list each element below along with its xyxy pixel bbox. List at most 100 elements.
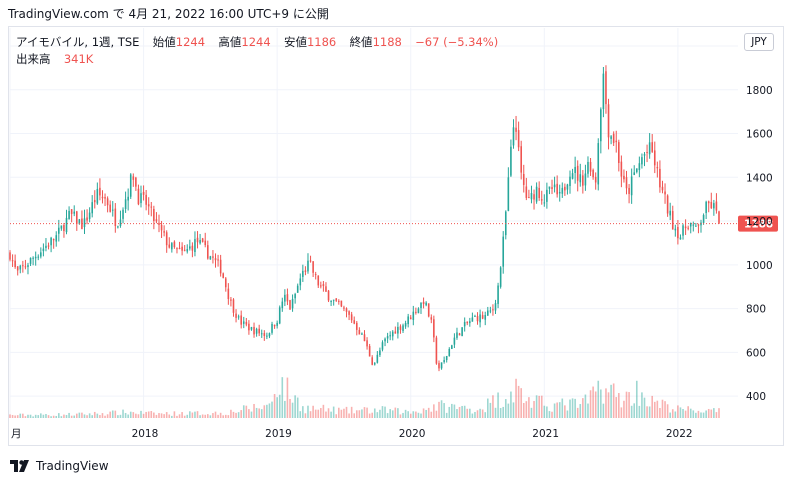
volume-bar xyxy=(399,414,402,418)
candle-body xyxy=(291,299,294,309)
candle-body xyxy=(713,203,715,209)
volume-bar xyxy=(481,409,484,418)
volume-bar xyxy=(327,408,330,418)
candle-body xyxy=(579,174,582,183)
volume-bar xyxy=(281,377,284,418)
candle-body xyxy=(153,208,155,222)
candle-body xyxy=(214,258,217,261)
volume-bar xyxy=(715,412,718,418)
volume-bar xyxy=(512,402,515,418)
candle-body xyxy=(641,157,643,165)
candle-body xyxy=(307,260,309,272)
volume-bar xyxy=(299,411,302,418)
candle-body xyxy=(677,226,679,239)
currency-badge[interactable]: JPY xyxy=(744,33,774,51)
volume-bar xyxy=(191,412,194,418)
volume-bar xyxy=(489,402,492,418)
volume-bar xyxy=(435,410,438,418)
volume-bar xyxy=(230,409,232,418)
candle-body xyxy=(24,266,27,268)
volume-bar xyxy=(196,411,199,418)
publish-caption: TradingView.com で 4月 21, 2022 16:00 UTC+… xyxy=(8,7,329,21)
y-tick-label: 1400 xyxy=(746,172,773,184)
volume-bar xyxy=(163,414,165,418)
volume-bar xyxy=(643,397,646,418)
candle-body xyxy=(60,225,63,229)
volume-bar xyxy=(358,410,361,418)
candle-body xyxy=(548,186,551,189)
volume-bar xyxy=(189,411,191,418)
candle-body xyxy=(682,225,684,236)
candle-body xyxy=(276,322,278,326)
volume-bar xyxy=(142,413,145,418)
candle-body xyxy=(268,333,271,337)
candle-body xyxy=(530,193,533,200)
candle-body xyxy=(317,275,320,286)
volume-bar xyxy=(582,398,584,418)
candle-body xyxy=(656,166,659,169)
volume-bar xyxy=(705,410,707,418)
candle-body xyxy=(558,192,561,194)
volume-bar xyxy=(525,401,528,418)
volume-bar xyxy=(502,406,505,418)
candle-body xyxy=(242,321,245,324)
candle-body xyxy=(469,321,471,324)
volume-bar xyxy=(40,413,42,418)
brand-footer[interactable]: TradingView xyxy=(10,458,109,474)
volume-bar xyxy=(420,413,422,418)
candle-body xyxy=(158,222,160,225)
candle-body xyxy=(710,201,713,209)
volume-bar xyxy=(302,406,304,418)
volume-bar xyxy=(571,398,574,418)
candle-body xyxy=(222,273,225,278)
candle-body xyxy=(525,186,528,198)
candle-body xyxy=(109,204,111,212)
volume-bar xyxy=(47,415,50,418)
candle-body xyxy=(114,208,117,227)
volume-bar xyxy=(153,412,155,418)
volume-bar xyxy=(34,414,37,418)
candle-body xyxy=(666,195,669,214)
candle-body xyxy=(29,257,32,264)
candle-body xyxy=(715,201,718,211)
candle-body xyxy=(546,189,548,202)
volume-bar xyxy=(91,415,94,418)
candle-body xyxy=(52,239,55,241)
candle-body xyxy=(196,237,199,243)
legend-open-label: 始値 xyxy=(152,35,176,49)
candle-body xyxy=(19,265,22,270)
candle-body xyxy=(68,210,70,220)
volume-bar xyxy=(620,407,623,418)
candle-body xyxy=(702,215,705,223)
candle-body xyxy=(538,187,540,199)
candle-body xyxy=(689,222,692,227)
candle-body xyxy=(517,130,520,148)
volume-bar xyxy=(248,409,250,418)
volume-bar xyxy=(86,415,88,418)
volume-bar xyxy=(232,411,235,418)
volume-bar xyxy=(461,405,463,418)
volume-bar xyxy=(522,403,525,418)
candle-body xyxy=(643,154,646,156)
volume-bar xyxy=(29,414,32,418)
candle-body xyxy=(412,311,415,320)
volume-bar xyxy=(466,408,469,418)
candle-body xyxy=(101,196,104,199)
volume-bar xyxy=(355,410,358,418)
volume-bar xyxy=(651,395,654,418)
volume-bar xyxy=(263,405,266,418)
x-tick-label: 2022 xyxy=(666,428,693,440)
candle-body xyxy=(456,332,458,338)
volume-bar xyxy=(183,415,186,418)
volume-bar xyxy=(338,407,340,418)
volume-bar xyxy=(695,412,697,418)
candle-body xyxy=(397,326,399,334)
volume-bar xyxy=(27,414,29,418)
candle-body xyxy=(232,299,235,313)
price-chart[interactable]: 1188 200018001600140012001000800600400 月… xyxy=(8,26,784,446)
volume-bar xyxy=(710,409,713,418)
volume-bar xyxy=(718,408,720,418)
volume-bar xyxy=(147,411,150,418)
candle-body xyxy=(37,256,40,258)
candle-body xyxy=(150,206,153,208)
